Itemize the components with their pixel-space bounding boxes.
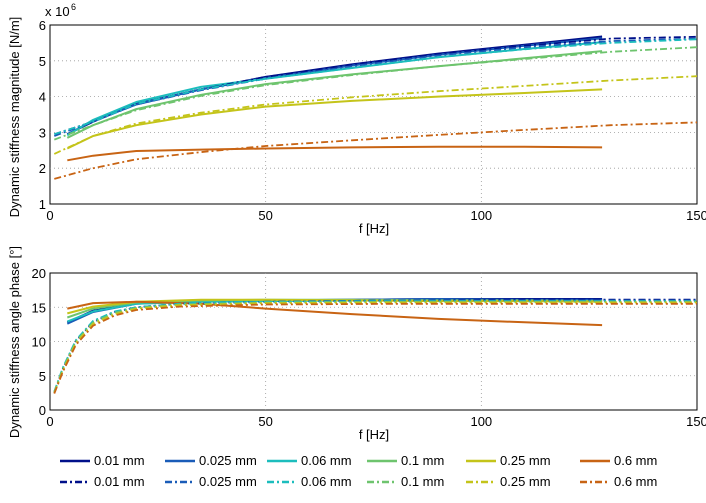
bottom-y-tick-label: 5: [39, 369, 46, 384]
top-series-identified-9: [53, 46, 698, 141]
bottom-y-tick-label: 0: [39, 403, 46, 418]
top-y-tick-label: 2: [39, 161, 46, 176]
top-y-tick-label: 6: [39, 18, 46, 33]
legend-label-dashdot-5: 0.6 mm: [614, 474, 657, 489]
top-y-tick-label: 1: [39, 197, 46, 212]
legend-label-solid-5: 0.6 mm: [614, 453, 657, 468]
top-plot-frame: [49, 24, 698, 205]
bottom-plot: 0 50 100 150 0 5 10 15 20: [32, 266, 706, 429]
bottom-x-tick-label: 150: [686, 414, 706, 429]
top-x-tick-label: 100: [470, 208, 492, 223]
legend-label-solid-4: 0.25 mm: [500, 453, 551, 468]
legend-label-solid-0: 0.01 mm: [94, 453, 145, 468]
legend-label-solid-2: 0.06 mm: [301, 453, 352, 468]
legend-label-dashdot-0: 0.01 mm: [94, 474, 145, 489]
legend-label-dashdot-2: 0.06 mm: [301, 474, 352, 489]
legend-label-dashdot-4: 0.25 mm: [500, 474, 551, 489]
bottom-x-tick-label: 100: [470, 414, 492, 429]
legend-label-dashdot-1: 0.025 mm: [199, 474, 257, 489]
top-plot: 0 50 100 150 1 2 3 4 5 6: [39, 18, 706, 223]
top-series-identified-10: [53, 75, 698, 155]
bottom-y-tick-label: 20: [32, 266, 46, 281]
bottom-legend: 0.01 mm 0.025 mm 0.06 mm 0.1 mm 0.25 mm 0.6 m…: [60, 453, 657, 489]
legend-label-solid-1: 0.025 mm: [199, 453, 257, 468]
top-y-axis-label: Dynamic stiffness magnitude [N/m]: [7, 17, 22, 218]
plot-marks: 0 50 100 150 1 2 3 4 5 6 0 50 100 150 0 5 10 15 20: [32, 18, 706, 429]
bottom-series-measured-5: [67, 300, 603, 327]
legend-label-dashdot-3: 0.1 mm: [401, 474, 444, 489]
top-y-tick-label: 4: [39, 90, 46, 105]
bottom-y-tick-label: 10: [32, 335, 46, 350]
bottom-y-axis-label: Dynamic stiffness angle phase [°]: [7, 246, 22, 438]
top-x-tick-label: 150: [686, 208, 706, 223]
top-y-multiplier-exponent: 6: [71, 2, 76, 12]
bottom-plot-frame: [49, 272, 698, 411]
top-series-measured-4: [66, 88, 603, 150]
bottom-y-tick-label: 15: [32, 300, 46, 315]
top-series-identified-8: [54, 38, 698, 136]
top-chart: x 10 6 f [Hz] Dynamic stiffness magnitud…: [7, 2, 389, 236]
top-series-identified-11: [54, 121, 698, 180]
top-x-tick-label: 50: [258, 208, 272, 223]
bottom-x-axis-label: f [Hz]: [359, 427, 389, 442]
bottom-series-identified-11: [53, 302, 697, 394]
top-y-tick-label: 3: [39, 125, 46, 140]
top-x-axis-label: f [Hz]: [359, 221, 389, 236]
bottom-series-identified-10: [53, 301, 697, 394]
bottom-x-tick-label: 50: [258, 414, 272, 429]
top-series-measured-5: [67, 145, 603, 162]
bottom-x-tick-label: 0: [46, 414, 53, 429]
legend-label-solid-3: 0.1 mm: [401, 453, 444, 468]
top-y-multiplier: x 10: [45, 4, 70, 19]
top-y-tick-label: 5: [39, 54, 46, 69]
top-x-tick-label: 0: [46, 208, 53, 223]
